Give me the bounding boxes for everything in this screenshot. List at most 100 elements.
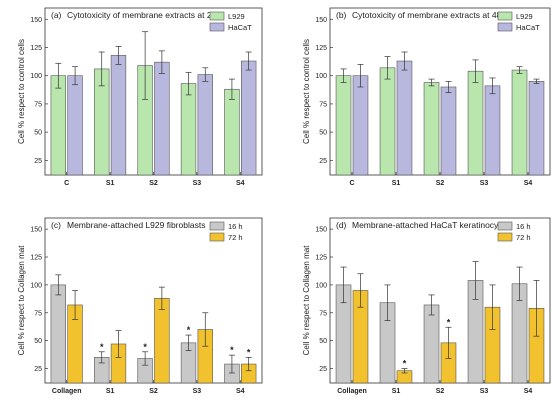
x-tick-label: S2 (436, 180, 445, 187)
significance-mark: * (230, 345, 234, 355)
chart-title: Cytotoxicity of membrane extracts at 48h (352, 10, 506, 20)
y-axis-label: Cell % respect to control cells (17, 39, 26, 144)
x-tick-label: S1 (392, 388, 401, 395)
chart-panel-3: 25 50 75 100 125 150 Cell % respect to Collage… (17, 217, 263, 395)
legend-swatch (209, 11, 225, 21)
y-tick-label: 125 (315, 255, 327, 262)
bar (467, 70, 484, 176)
x-tick-label: Collagen (52, 388, 82, 395)
bar (423, 304, 440, 384)
x-tick-label: S2 (149, 180, 158, 187)
x-tick-label: S4 (236, 388, 245, 395)
y-tick-label: 100 (315, 282, 327, 289)
legend-label: 16 h (516, 222, 531, 231)
y-tick-label: 125 (315, 45, 327, 52)
y-tick-label: 150 (30, 17, 42, 24)
bar (352, 75, 369, 176)
chart-title: Cytotoxicity of membrane extracts at 24h (67, 10, 221, 20)
y-tick-label: 75 (34, 101, 42, 108)
significance-mark: * (143, 342, 147, 352)
x-tick-label: S4 (236, 180, 245, 187)
x-tick-label: S2 (436, 388, 445, 395)
x-tick-label: S3 (193, 388, 202, 395)
bar (379, 67, 396, 176)
legend-label: 16 h (228, 222, 243, 231)
x-tick-label: Collagen (337, 388, 367, 395)
bar (511, 69, 528, 176)
panel-label: (c) (51, 220, 61, 230)
bar (241, 60, 257, 176)
significance-mark: * (247, 347, 251, 357)
y-tick-label: 50 (319, 130, 327, 137)
x-tick-label: S4 (524, 388, 533, 395)
y-tick-label: 150 (30, 227, 42, 234)
bar (154, 61, 170, 176)
chart-panel-1: 25 50 75 100 125 150 Cell % respect to control… (17, 7, 263, 187)
significance-mark: * (403, 359, 407, 369)
legend-swatch (209, 232, 225, 242)
legend-swatch (209, 22, 225, 32)
significance-mark: * (100, 342, 104, 352)
y-axis-label: Cell % respect to Collagen mat (302, 245, 311, 356)
legend-label: HaCaT (516, 23, 540, 32)
significance-mark: * (187, 325, 191, 335)
legend-label: 72 h (228, 233, 243, 242)
x-tick-label: C (349, 180, 354, 187)
chart-panel-4: 25 50 75 100 125 150 Cell % respect to Collage… (302, 217, 551, 395)
y-tick-label: 125 (30, 45, 42, 52)
bar (110, 55, 127, 176)
y-tick-label: 25 (34, 366, 42, 373)
bar (67, 75, 83, 176)
y-tick-label: 125 (30, 255, 42, 262)
legend-label: L929 (516, 12, 533, 21)
y-tick-label: 25 (34, 158, 42, 165)
x-tick-label: C (64, 180, 69, 187)
x-tick-label: S3 (480, 180, 489, 187)
bar (396, 60, 413, 176)
legend-label: HaCaT (228, 23, 252, 32)
panel-label: (d) (336, 220, 347, 230)
y-tick-label: 100 (30, 73, 42, 80)
bar (484, 85, 501, 176)
x-tick-label: S2 (149, 388, 158, 395)
legend-swatch (497, 22, 513, 32)
y-tick-label: 150 (315, 227, 327, 234)
legend-swatch (209, 221, 225, 231)
bar (154, 297, 170, 384)
x-tick-label: S1 (106, 180, 115, 187)
chart-title: Membrane-attached L929 fibroblasts (67, 220, 205, 230)
legend-label: L929 (228, 12, 245, 21)
chart-title: Membrane-attached HaCaT keratinocytes (352, 220, 510, 230)
bar (180, 83, 197, 176)
y-tick-label: 25 (319, 366, 327, 373)
bar (197, 74, 213, 176)
y-tick-label: 50 (34, 338, 42, 345)
y-tick-label: 75 (319, 101, 327, 108)
legend-swatch (497, 232, 513, 242)
legend-label: 72 h (516, 233, 531, 242)
y-tick-label: 75 (34, 310, 42, 317)
panel-label: (a) (51, 10, 62, 20)
y-axis-label: Cell % respect to control cells (302, 39, 311, 144)
y-tick-label: 100 (30, 282, 42, 289)
y-tick-label: 50 (34, 130, 42, 137)
panel-label: (b) (336, 10, 347, 20)
legend-swatch (497, 221, 513, 231)
legend-swatch (497, 11, 513, 21)
chart-panel-2: 25 50 75 100 125 150 Cell % respect to control… (302, 7, 551, 187)
x-tick-label: S3 (193, 180, 202, 187)
x-tick-label: S1 (106, 388, 115, 395)
bar (50, 75, 66, 176)
bar (528, 81, 545, 176)
bar (224, 88, 240, 176)
y-tick-label: 25 (319, 158, 327, 165)
bar (335, 75, 352, 176)
x-tick-label: S3 (480, 388, 489, 395)
y-tick-label: 150 (315, 17, 327, 24)
y-tick-label: 100 (315, 73, 327, 80)
x-tick-label: S4 (524, 180, 533, 187)
y-tick-label: 75 (319, 310, 327, 317)
x-tick-label: S1 (392, 180, 401, 187)
